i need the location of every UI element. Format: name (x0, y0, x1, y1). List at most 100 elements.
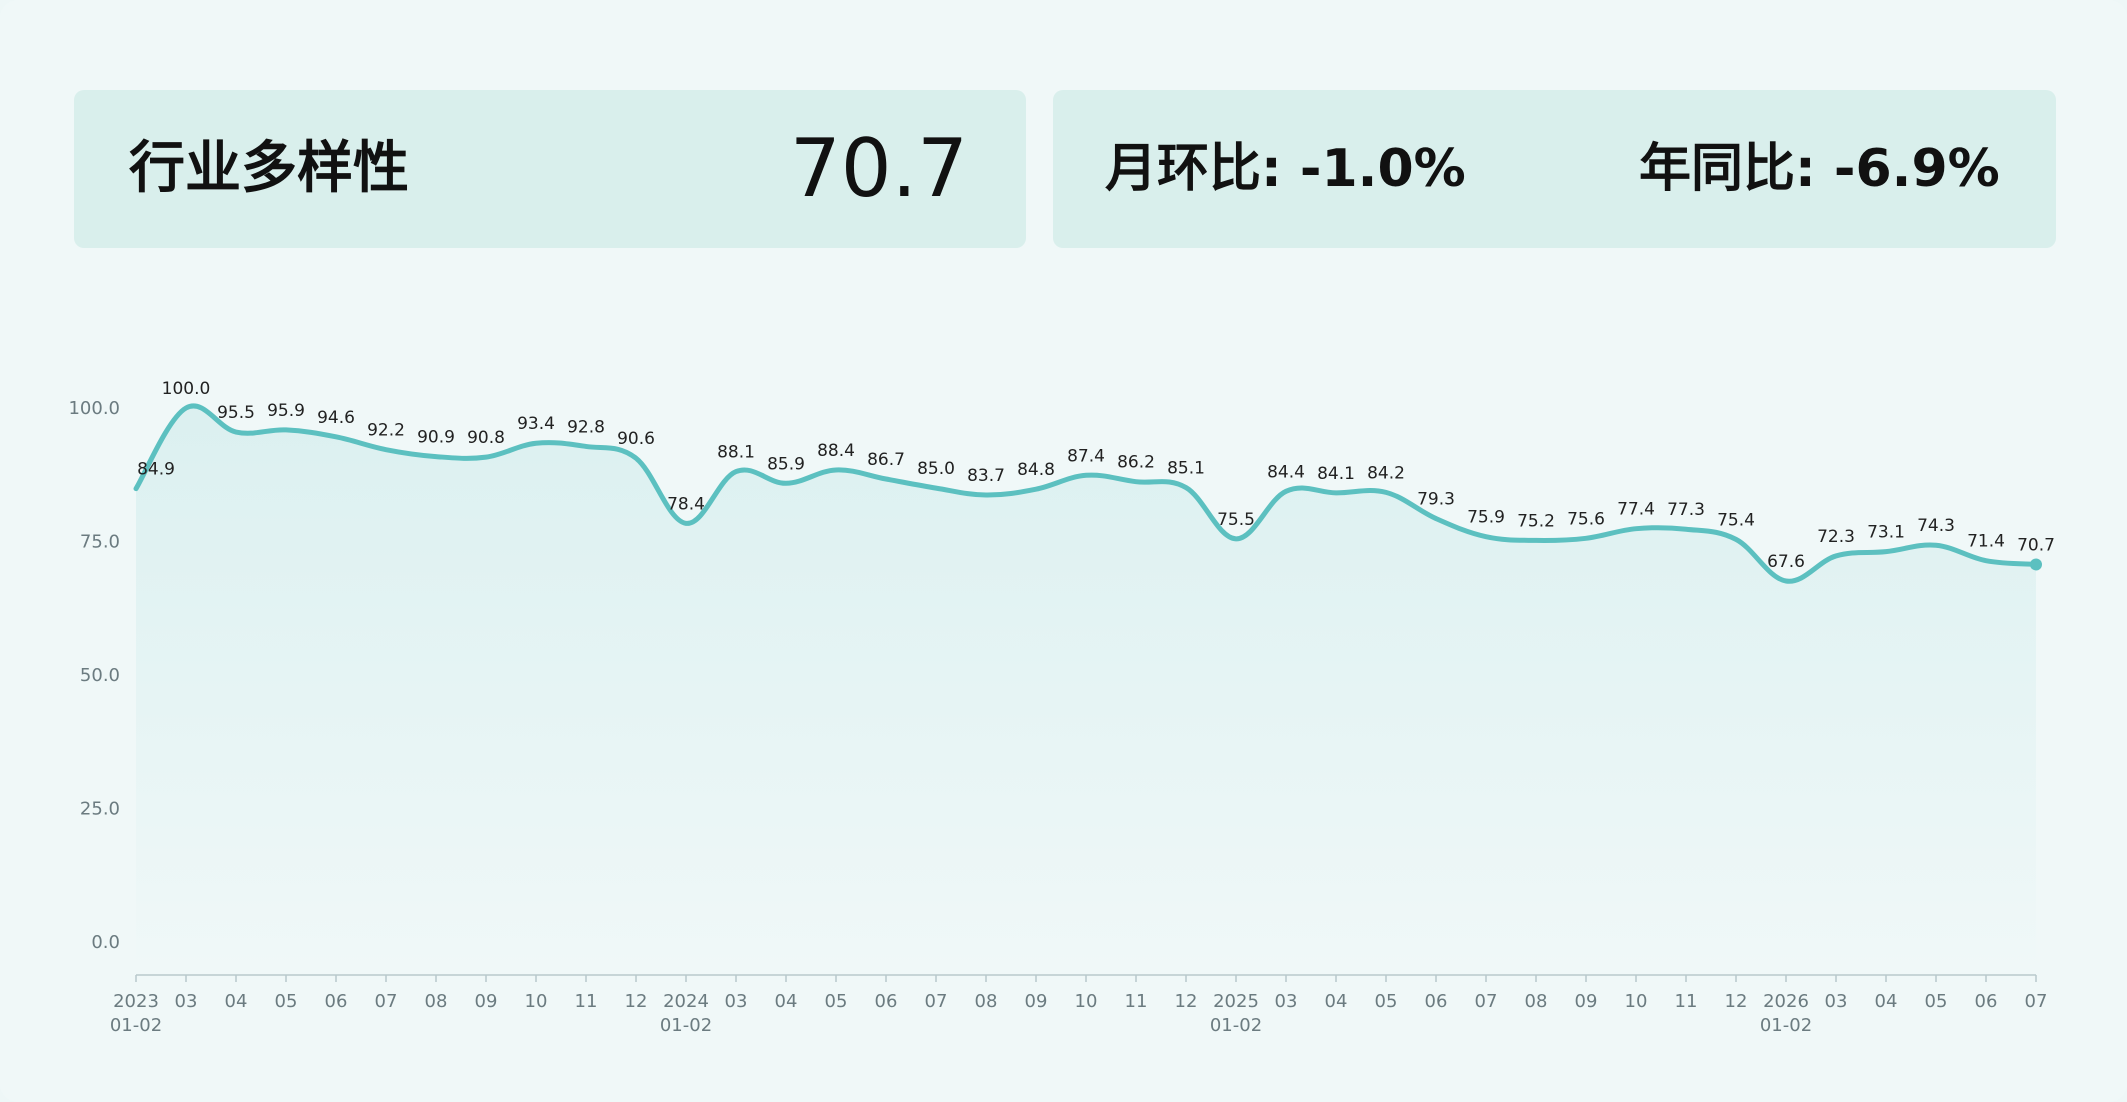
yoy-label: 年同比 (1639, 139, 1796, 199)
data-label: 90.9 (417, 428, 455, 448)
mom-separator: : (1261, 139, 1300, 199)
x-tick-label: 05 (275, 991, 298, 1012)
data-label: 86.7 (867, 450, 905, 470)
data-label: 85.1 (1167, 459, 1205, 479)
data-label: 88.1 (717, 443, 755, 463)
data-label: 77.4 (1617, 500, 1655, 520)
yoy-value: -6.9% (1833, 139, 2000, 199)
x-tick-label: 07 (375, 991, 398, 1012)
data-label: 67.6 (1767, 552, 1805, 572)
x-tick-label: 08 (1525, 991, 1548, 1012)
x-tick-label: 09 (1575, 991, 1598, 1012)
data-label: 95.5 (217, 403, 255, 423)
x-tick-label: 10 (1075, 991, 1098, 1012)
x-tick-label: 08 (425, 991, 448, 1012)
data-label: 88.4 (817, 441, 855, 461)
x-tick-label: 05 (825, 991, 848, 1012)
data-label: 92.8 (567, 417, 605, 437)
x-tick-label: 03 (1275, 991, 1298, 1012)
data-label: 71.4 (1967, 532, 2005, 552)
y-tick-label: 0.0 (91, 932, 120, 953)
x-tick-label: 12 (1175, 991, 1198, 1012)
x-tick-label: 03 (1825, 991, 1848, 1012)
data-label: 87.4 (1067, 446, 1105, 466)
data-label: 85.0 (917, 459, 955, 479)
x-tick-label: 11 (1675, 991, 1698, 1012)
x-tick-label: 04 (1875, 991, 1898, 1012)
data-label: 78.4 (667, 494, 705, 514)
x-tick-label: 04 (225, 991, 248, 1012)
data-label: 100.0 (162, 379, 211, 399)
end-point-marker (2030, 558, 2042, 571)
x-tick-label: 03 (725, 991, 748, 1012)
metric-value: 70.7 (789, 122, 968, 215)
series-line (133, 403, 2039, 584)
data-label: 75.2 (1517, 511, 1555, 531)
data-label: 84.4 (1267, 462, 1305, 482)
data-label: 86.2 (1117, 453, 1155, 473)
y-tick-label: 75.0 (80, 532, 120, 553)
x-tick-label: 08 (975, 991, 998, 1012)
yoy-metric: 年同比: -6.9% (1639, 90, 2000, 248)
data-label: 75.4 (1717, 510, 1755, 530)
y-tick-label: 100.0 (68, 398, 120, 419)
data-label: 90.8 (467, 428, 505, 448)
data-label: 77.3 (1667, 500, 1705, 520)
data-label: 75.5 (1217, 510, 1255, 530)
data-label: 74.3 (1917, 516, 1955, 536)
data-label: 84.1 (1317, 464, 1355, 484)
series-area (136, 405, 2036, 976)
x-tick-label: 2026 01-02 (1760, 991, 1812, 1036)
yoy-separator: : (1795, 139, 1834, 199)
data-label: 95.9 (267, 401, 305, 421)
x-tick-label: 2023 01-02 (110, 991, 162, 1036)
x-tick-label: 12 (1725, 991, 1748, 1012)
x-tick-label: 12 (625, 991, 648, 1012)
data-label: 84.8 (1017, 460, 1055, 480)
data-label: 73.1 (1867, 523, 1905, 543)
x-tick-label: 10 (525, 991, 548, 1012)
data-label: 93.4 (517, 414, 555, 434)
x-tick-label: 07 (1475, 991, 1498, 1012)
y-tick-label: 25.0 (80, 799, 120, 820)
data-label: 75.6 (1567, 509, 1605, 529)
data-label: 85.9 (767, 454, 805, 474)
x-tick-label: 06 (325, 991, 348, 1012)
x-tick-label: 06 (875, 991, 898, 1012)
x-tick-label: 09 (1025, 991, 1048, 1012)
mom-label: 月环比 (1105, 139, 1262, 199)
x-tick-label: 10 (1625, 991, 1648, 1012)
mom-metric: 月环比: -1.0% (1105, 90, 1466, 248)
x-tick-label: 06 (1975, 991, 1998, 1012)
x-tick-label: 11 (1125, 991, 1148, 1012)
data-label: 83.7 (967, 466, 1005, 486)
x-tick-label: 06 (1425, 991, 1448, 1012)
data-label: 90.6 (617, 429, 655, 449)
x-tick-label: 07 (925, 991, 948, 1012)
data-label: 75.9 (1467, 508, 1505, 528)
x-tick-label: 09 (475, 991, 498, 1012)
data-label: 72.3 (1817, 527, 1855, 547)
metric-title: 行业多样性 (129, 136, 409, 201)
data-label: 79.3 (1417, 490, 1455, 510)
x-tick-label: 2025 01-02 (1210, 991, 1262, 1036)
data-label: 70.7 (2017, 535, 2055, 555)
x-tick-label: 03 (175, 991, 198, 1012)
x-tick-label: 07 (2025, 991, 2048, 1012)
data-label: 84.9 (137, 460, 175, 480)
x-tick-label: 04 (775, 991, 798, 1012)
y-tick-label: 50.0 (80, 665, 120, 686)
x-tick-label: 2024 01-02 (660, 991, 712, 1036)
metric-card-diversity: 行业多样性 70.7 (74, 90, 1026, 248)
metric-card-changes: 月环比: -1.0% 年同比: -6.9% (1053, 90, 2056, 248)
data-label: 84.2 (1367, 463, 1405, 483)
x-tick-label: 04 (1325, 991, 1348, 1012)
data-label: 92.2 (367, 421, 405, 441)
data-label: 94.6 (317, 408, 355, 428)
mom-value: -1.0% (1299, 139, 1466, 199)
x-tick-label: 05 (1375, 991, 1398, 1012)
x-tick-label: 05 (1925, 991, 1948, 1012)
x-tick-label: 11 (575, 991, 598, 1012)
